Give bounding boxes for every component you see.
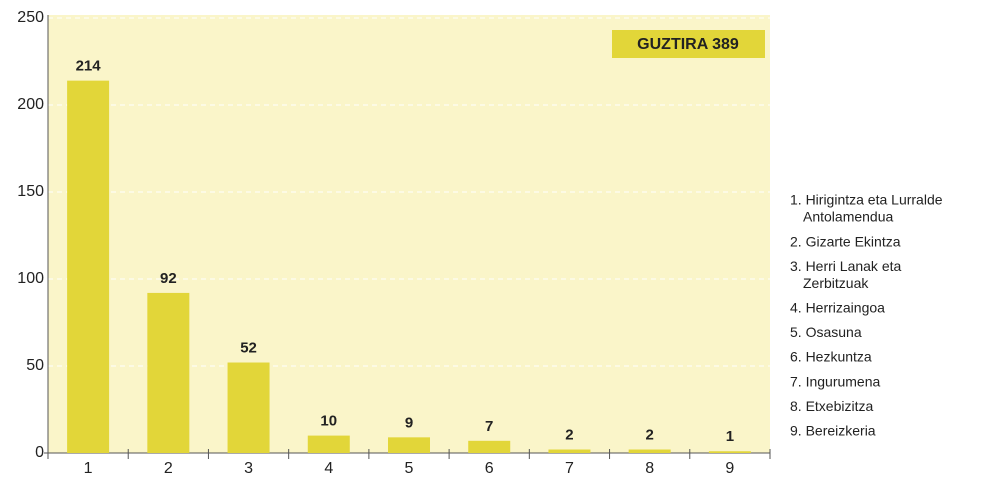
value-label: 7 <box>485 418 493 435</box>
legend-entry: 7. Ingurumena <box>790 373 880 389</box>
legend-entry: 2. Gizarte Ekintza <box>790 233 901 249</box>
y-tick-label: 50 <box>26 357 44 374</box>
y-tick-label: 250 <box>17 9 44 26</box>
value-label: 2 <box>645 426 653 443</box>
x-tick-label: 5 <box>405 460 414 477</box>
x-tick-label: 6 <box>485 460 494 477</box>
bar <box>147 292 190 453</box>
bar <box>628 449 671 453</box>
value-label: 2 <box>565 426 573 443</box>
legend-entry: 3. Herri Lanak eta <box>790 258 901 274</box>
y-tick-label: 200 <box>17 96 44 113</box>
legend-entry: 1. Hirigintza eta Lurralde <box>790 192 943 208</box>
y-tick-label: 0 <box>35 444 44 461</box>
value-label: 92 <box>160 270 177 287</box>
x-tick-label: 4 <box>324 460 333 477</box>
bar <box>548 449 591 453</box>
bar <box>708 451 751 453</box>
bar <box>67 80 110 453</box>
value-label: 10 <box>320 413 337 430</box>
legend-entry: 8. Etxebizitza <box>790 398 873 414</box>
x-tick-label: 7 <box>565 460 574 477</box>
legend-entry: 9. Bereizkeria <box>790 423 876 439</box>
value-label: 52 <box>240 339 257 356</box>
x-tick-label: 2 <box>164 460 173 477</box>
annotation-box <box>612 30 765 58</box>
y-tick-label: 100 <box>17 270 44 287</box>
value-label: 9 <box>405 414 413 431</box>
bar <box>307 435 350 453</box>
value-label: 1 <box>726 428 734 445</box>
bar <box>388 437 430 453</box>
bar <box>227 362 270 453</box>
x-tick-label: 8 <box>645 460 654 477</box>
legend-entry: 6. Hezkuntza <box>790 349 872 365</box>
x-tick-label: 1 <box>84 460 93 477</box>
y-tick-label: 150 <box>17 183 44 200</box>
annotation: GUZTIRA 389 <box>637 36 739 53</box>
legend-entry: Antolamendua <box>803 209 894 225</box>
x-tick-label: 3 <box>244 460 253 477</box>
x-tick-label: 9 <box>725 460 734 477</box>
legend-entry: 5. Osasuna <box>790 324 862 340</box>
value-label: 214 <box>76 58 102 75</box>
legend-entry: Zerbitzuak <box>803 275 869 291</box>
bar <box>468 440 511 453</box>
legend-entry: 4. Herrizaingoa <box>790 300 885 316</box>
